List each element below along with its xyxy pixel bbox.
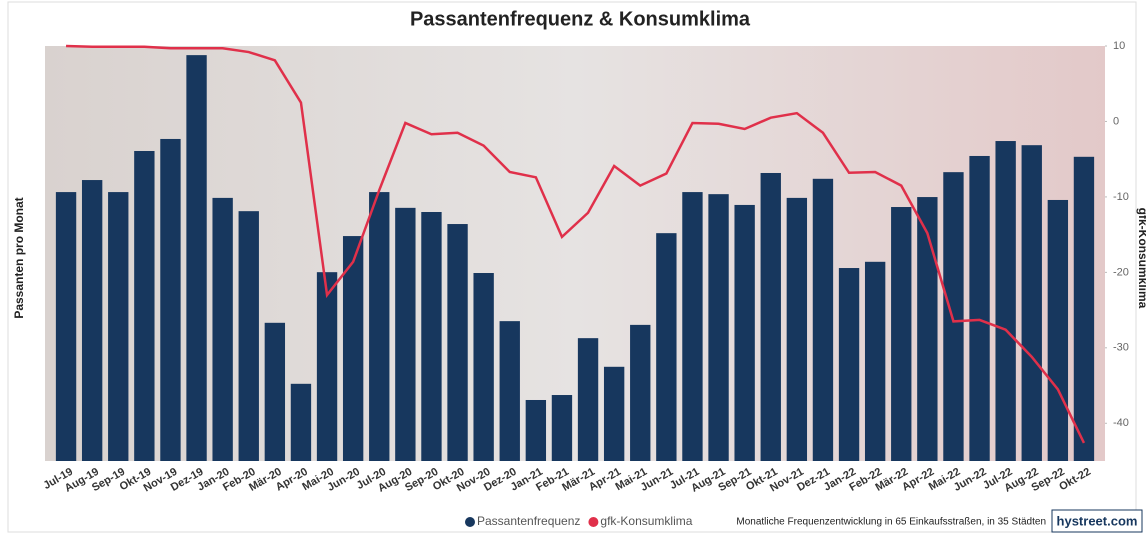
bar bbox=[160, 139, 180, 461]
legend-marker bbox=[465, 517, 475, 527]
bar bbox=[708, 194, 728, 461]
footnote: Monatliche Frequenzentwicklung in 65 Ein… bbox=[736, 517, 1046, 528]
bar bbox=[500, 321, 520, 461]
bar bbox=[473, 273, 493, 461]
bar bbox=[56, 192, 76, 461]
bar bbox=[682, 192, 702, 461]
bar bbox=[1022, 145, 1042, 461]
bar bbox=[1048, 200, 1068, 461]
y2-tick-label: -20 bbox=[1113, 266, 1129, 278]
y2-tick-label: -30 bbox=[1113, 342, 1129, 354]
bar bbox=[239, 211, 259, 461]
bar bbox=[212, 198, 232, 461]
y2-tick-label: 0 bbox=[1113, 115, 1119, 127]
logo: hystreet.com bbox=[1057, 513, 1138, 528]
bar bbox=[526, 400, 546, 461]
y2-tick-label: 10 bbox=[1113, 40, 1125, 52]
bar bbox=[734, 205, 754, 461]
chart: Passantenfrequenz & Konsumklima Passante… bbox=[0, 0, 1146, 534]
bar bbox=[787, 198, 807, 461]
bar bbox=[134, 151, 154, 461]
legend-label: gfk-Konsumklima bbox=[600, 514, 692, 528]
bar bbox=[1074, 157, 1094, 461]
bar bbox=[865, 262, 885, 461]
bar bbox=[761, 173, 781, 461]
bar bbox=[265, 323, 285, 461]
bar bbox=[656, 233, 676, 461]
bar bbox=[317, 272, 337, 461]
y2-tick-label: -10 bbox=[1113, 191, 1129, 203]
bar bbox=[839, 268, 859, 461]
bar bbox=[552, 395, 572, 461]
y2-tick-label: -40 bbox=[1113, 417, 1129, 429]
bar bbox=[578, 338, 598, 461]
bar bbox=[891, 207, 911, 461]
bar bbox=[813, 179, 833, 461]
legend-label: Passantenfrequenz bbox=[477, 514, 580, 528]
bar bbox=[630, 325, 650, 461]
y-axis-label: Passanten pro Monat bbox=[12, 197, 26, 318]
chart-title: Passantenfrequenz & Konsumklima bbox=[410, 8, 751, 30]
y2-axis-label: gfk-Konsumklima bbox=[1136, 208, 1146, 309]
bar bbox=[395, 208, 415, 461]
bar bbox=[186, 55, 206, 461]
bar bbox=[291, 384, 311, 461]
bar bbox=[969, 156, 989, 461]
bar bbox=[421, 212, 441, 461]
bar bbox=[995, 141, 1015, 461]
legend-marker bbox=[588, 517, 598, 527]
bar bbox=[369, 192, 389, 461]
bar bbox=[604, 367, 624, 461]
bar bbox=[82, 180, 102, 461]
bar bbox=[943, 172, 963, 461]
bar bbox=[447, 224, 467, 461]
bar bbox=[108, 192, 128, 461]
